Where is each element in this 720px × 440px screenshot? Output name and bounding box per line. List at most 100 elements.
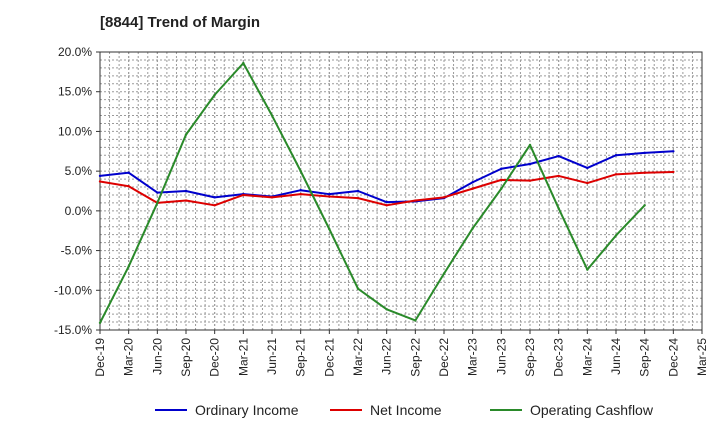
x-tick-label: Dec-19 bbox=[93, 338, 107, 377]
data-point bbox=[184, 189, 188, 193]
data-point bbox=[442, 196, 446, 199]
data-point bbox=[672, 170, 675, 174]
data-point bbox=[586, 181, 589, 185]
data-point bbox=[643, 204, 646, 207]
data-point bbox=[471, 227, 474, 230]
data-point bbox=[242, 61, 245, 65]
data-point bbox=[528, 162, 532, 166]
x-tick-label: Mar-23 bbox=[466, 338, 480, 376]
data-point bbox=[213, 204, 216, 207]
data-point bbox=[98, 321, 102, 325]
data-point bbox=[385, 308, 388, 311]
data-point bbox=[557, 174, 560, 178]
data-point bbox=[471, 187, 474, 190]
data-point bbox=[356, 287, 360, 290]
x-tick-label: Sep-24 bbox=[638, 338, 652, 377]
x-tick-label: Sep-20 bbox=[179, 338, 193, 377]
data-point bbox=[356, 189, 360, 193]
data-point bbox=[270, 114, 274, 117]
x-tick-label: Jun-22 bbox=[380, 338, 394, 375]
grid-lines bbox=[100, 52, 703, 330]
legend-entry: Ordinary Income bbox=[155, 402, 299, 418]
series-operating-cashflow bbox=[98, 61, 646, 325]
data-point bbox=[98, 174, 102, 178]
plot-frame bbox=[99, 51, 703, 331]
x-tick-label: Mar-25 bbox=[695, 338, 709, 376]
legend-label: Operating Cashflow bbox=[530, 402, 654, 418]
y-tick-label: 20.0% bbox=[58, 45, 92, 59]
x-tick-label: Jun-24 bbox=[609, 338, 623, 375]
data-point bbox=[184, 133, 188, 136]
x-tick-label: Mar-20 bbox=[122, 338, 136, 376]
data-point bbox=[299, 169, 302, 173]
x-tick-label: Dec-23 bbox=[552, 338, 566, 377]
data-point bbox=[643, 171, 646, 174]
x-tick-label: Jun-20 bbox=[150, 338, 164, 375]
x-tick-label: Jun-23 bbox=[494, 338, 508, 375]
data-point bbox=[127, 171, 130, 174]
x-tick-label: Mar-24 bbox=[580, 338, 594, 376]
series-line bbox=[99, 62, 646, 324]
x-tick-label: Jun-21 bbox=[265, 338, 279, 375]
y-tick-label: 5.0% bbox=[65, 164, 93, 178]
data-point bbox=[528, 143, 532, 147]
data-point bbox=[299, 189, 302, 192]
data-point bbox=[213, 196, 216, 199]
data-point bbox=[614, 234, 618, 237]
y-tick-label: 10.0% bbox=[58, 124, 92, 138]
x-tick-label: Sep-23 bbox=[523, 338, 537, 377]
data-point bbox=[500, 167, 503, 170]
data-point bbox=[299, 192, 302, 196]
x-tick-label: Dec-24 bbox=[666, 338, 680, 377]
y-tick-label: -10.0% bbox=[54, 283, 92, 297]
data-point bbox=[500, 178, 503, 182]
legend-entry: Operating Cashflow bbox=[490, 402, 654, 418]
data-point bbox=[442, 272, 446, 275]
data-point bbox=[414, 319, 417, 322]
x-tick-label: Mar-22 bbox=[351, 338, 365, 376]
data-point bbox=[586, 166, 589, 170]
data-point bbox=[385, 204, 388, 207]
legend-entry: Net Income bbox=[330, 402, 442, 418]
x-tick-label: Sep-21 bbox=[294, 338, 308, 377]
data-point bbox=[500, 187, 503, 190]
y-tick-label: -5.0% bbox=[61, 244, 93, 258]
data-point bbox=[156, 201, 159, 205]
legend-label: Ordinary Income bbox=[195, 402, 299, 418]
data-point bbox=[414, 199, 417, 202]
data-point bbox=[528, 179, 532, 182]
data-point bbox=[213, 93, 216, 97]
data-point bbox=[356, 196, 360, 200]
x-tick-label: Dec-22 bbox=[437, 338, 451, 377]
x-tick-label: Dec-20 bbox=[208, 338, 222, 377]
data-point bbox=[328, 192, 331, 196]
chart-title: [8844] Trend of Margin bbox=[100, 14, 261, 31]
series-ordinary-income bbox=[98, 150, 675, 204]
data-point bbox=[328, 227, 331, 231]
data-point bbox=[557, 207, 560, 210]
data-point bbox=[127, 265, 130, 268]
data-point bbox=[156, 191, 159, 194]
data-point bbox=[672, 150, 675, 153]
y-tick-label: 15.0% bbox=[58, 85, 92, 99]
data-point bbox=[557, 154, 560, 158]
plot-area bbox=[100, 52, 702, 330]
x-tick-label: Mar-21 bbox=[236, 338, 250, 376]
y-tick-label: -15.0% bbox=[54, 323, 92, 337]
data-point bbox=[270, 196, 274, 199]
y-tick-label: 0.0% bbox=[65, 204, 93, 218]
x-tick-label: Dec-21 bbox=[322, 338, 336, 377]
data-point bbox=[242, 193, 245, 197]
data-point bbox=[127, 185, 130, 188]
data-point bbox=[614, 173, 618, 176]
data-point bbox=[184, 199, 188, 202]
data-point bbox=[643, 151, 646, 155]
legend-label: Net Income bbox=[370, 402, 442, 418]
x-tick-label: Sep-22 bbox=[408, 338, 422, 377]
data-point bbox=[586, 268, 589, 271]
data-point bbox=[98, 180, 102, 183]
series-net-income bbox=[98, 170, 675, 207]
data-point bbox=[328, 195, 331, 198]
data-point bbox=[385, 200, 388, 204]
